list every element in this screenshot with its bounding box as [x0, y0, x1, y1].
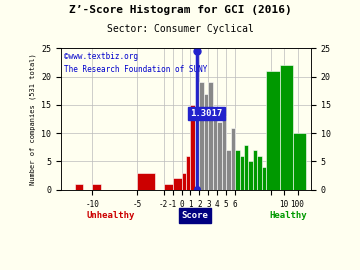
Text: Score: Score: [181, 211, 208, 220]
Text: 1.3017: 1.3017: [190, 109, 223, 118]
Bar: [164, 184, 173, 190]
Bar: [190, 105, 195, 190]
Bar: [226, 150, 231, 190]
Bar: [262, 167, 266, 190]
Bar: [186, 156, 190, 190]
Bar: [244, 144, 248, 190]
Bar: [248, 161, 253, 190]
Bar: [253, 150, 257, 190]
Text: Z’-Score Histogram for GCI (2016): Z’-Score Histogram for GCI (2016): [69, 5, 291, 15]
Bar: [239, 156, 244, 190]
Bar: [266, 71, 280, 190]
Bar: [75, 184, 84, 190]
Bar: [204, 93, 208, 190]
Bar: [93, 184, 101, 190]
Bar: [137, 173, 155, 190]
Bar: [257, 156, 262, 190]
Bar: [208, 82, 213, 190]
Bar: [280, 65, 293, 190]
Bar: [195, 48, 199, 190]
Text: Healthy: Healthy: [270, 211, 307, 220]
Text: The Research Foundation of SUNY: The Research Foundation of SUNY: [64, 65, 207, 74]
Bar: [222, 116, 226, 190]
Bar: [173, 178, 181, 190]
Text: Unhealthy: Unhealthy: [86, 211, 134, 220]
Bar: [213, 116, 217, 190]
Bar: [293, 133, 306, 190]
Bar: [235, 150, 239, 190]
Y-axis label: Number of companies (531 total): Number of companies (531 total): [30, 53, 36, 185]
Text: Sector: Consumer Cyclical: Sector: Consumer Cyclical: [107, 24, 253, 34]
Text: ©www.textbiz.org: ©www.textbiz.org: [64, 52, 138, 62]
Bar: [217, 122, 222, 190]
Bar: [199, 82, 204, 190]
Bar: [181, 173, 186, 190]
Bar: [231, 127, 235, 190]
